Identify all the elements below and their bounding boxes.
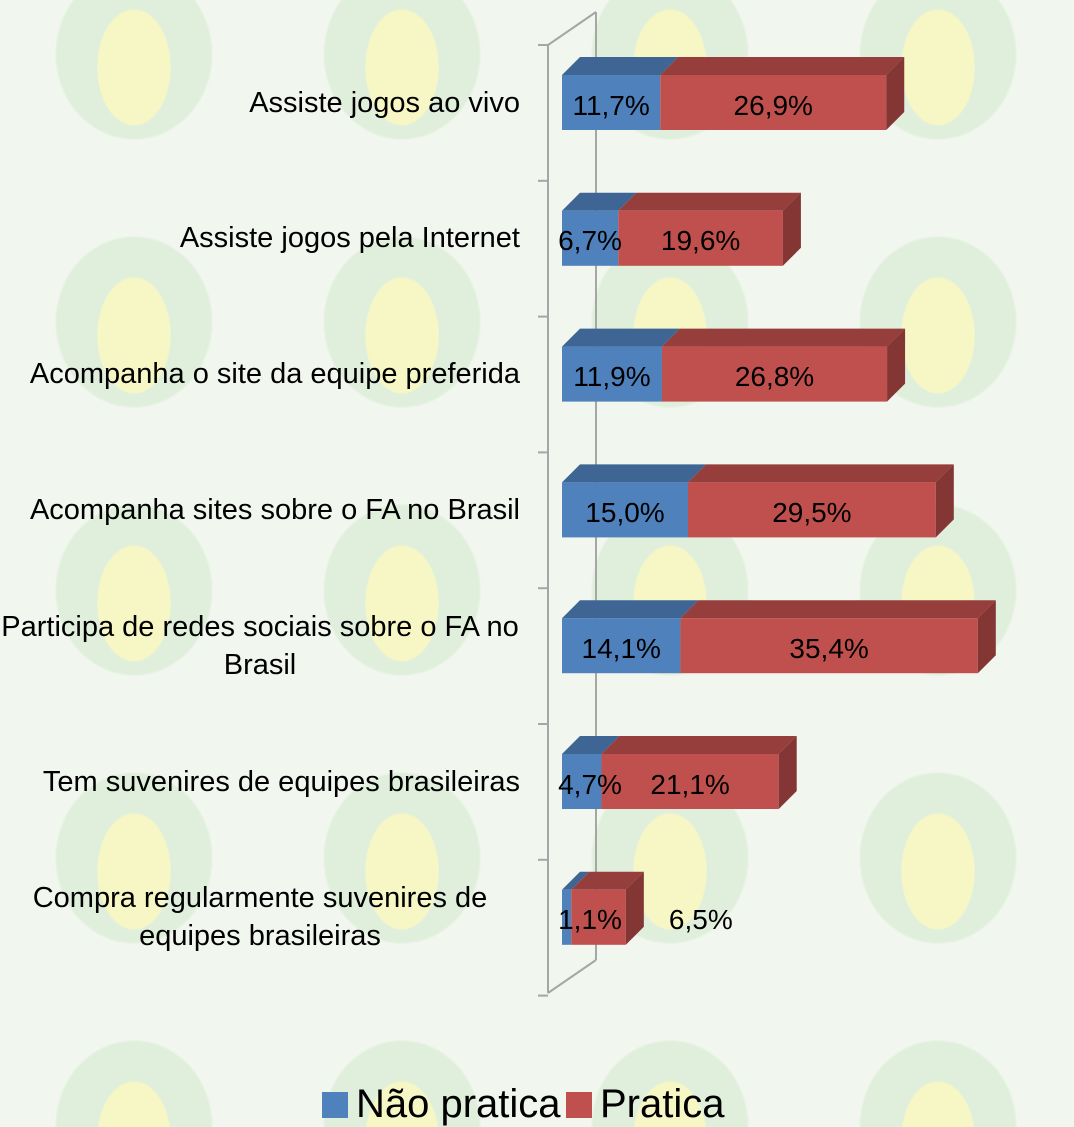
bar-side bbox=[935, 464, 954, 538]
value-label: 6,7% bbox=[558, 225, 622, 257]
value-label: 11,9% bbox=[573, 361, 651, 393]
legend-item: Não pratica bbox=[322, 1082, 561, 1127]
bar-top bbox=[660, 57, 905, 75]
value-label: 26,9% bbox=[733, 89, 813, 121]
bar bbox=[571, 889, 626, 945]
bar-side bbox=[778, 736, 797, 809]
bar-top bbox=[571, 871, 644, 890]
value-label: 26,8% bbox=[734, 361, 815, 393]
bar-side bbox=[887, 328, 906, 402]
category-label: Acompanha sites sobre o FA no Brasil bbox=[29, 493, 520, 526]
value-label: 19,6% bbox=[660, 225, 741, 257]
bar bbox=[688, 482, 936, 538]
bar bbox=[661, 346, 888, 402]
bar bbox=[562, 618, 681, 674]
bar bbox=[660, 75, 887, 130]
bar bbox=[601, 754, 779, 809]
bar-top bbox=[562, 600, 699, 619]
category-label: Participa de redes sociais sobre o FA no… bbox=[1, 610, 519, 681]
legend-item: Pratica bbox=[566, 1082, 725, 1127]
bar-top bbox=[601, 736, 797, 754]
category-label: Assiste jogos ao vivo bbox=[249, 86, 520, 119]
bar-top bbox=[562, 328, 680, 347]
category-label: Assiste jogos pela Internet bbox=[179, 222, 520, 255]
bar-top bbox=[618, 192, 801, 211]
bar-top bbox=[562, 57, 679, 75]
bar-side bbox=[886, 57, 905, 130]
value-label: 29,5% bbox=[772, 496, 852, 528]
bar bbox=[562, 754, 602, 809]
legend-label: Pratica bbox=[600, 1082, 725, 1126]
legend-swatch bbox=[322, 1091, 348, 1118]
bar-top bbox=[562, 192, 637, 211]
category-label: Compra regularmente suvenires de equipes… bbox=[32, 882, 488, 953]
bar bbox=[618, 210, 783, 266]
legend-label: Não pratica bbox=[356, 1082, 561, 1126]
bar-top bbox=[562, 871, 590, 890]
category-label: Acompanha o site da equipe preferida bbox=[29, 358, 520, 391]
bar-side bbox=[625, 871, 644, 945]
bar-side bbox=[782, 192, 801, 266]
bar bbox=[562, 75, 661, 130]
value-label: 35,4% bbox=[789, 632, 869, 664]
value-label: 11,7% bbox=[572, 89, 650, 121]
bar bbox=[680, 618, 978, 674]
bar bbox=[562, 210, 619, 266]
bar-top bbox=[562, 464, 706, 483]
bar-top bbox=[661, 328, 906, 347]
bar bbox=[562, 482, 688, 538]
value-label: 4,7% bbox=[558, 768, 622, 800]
bar-top bbox=[680, 600, 996, 619]
bar bbox=[562, 346, 662, 402]
value-label: 14,1% bbox=[581, 632, 661, 664]
value-label: 15,0% bbox=[585, 496, 665, 528]
legend-swatch bbox=[566, 1091, 592, 1118]
bar-top bbox=[688, 464, 954, 483]
bar bbox=[562, 889, 572, 945]
bar-side bbox=[977, 600, 996, 674]
value-label: 6,5% bbox=[668, 904, 733, 936]
value-label: 1,1% bbox=[558, 904, 622, 936]
value-label: 21,1% bbox=[650, 768, 730, 800]
category-label: Tem suvenires de equipes brasileiras bbox=[42, 765, 520, 798]
bar-top bbox=[562, 736, 620, 754]
